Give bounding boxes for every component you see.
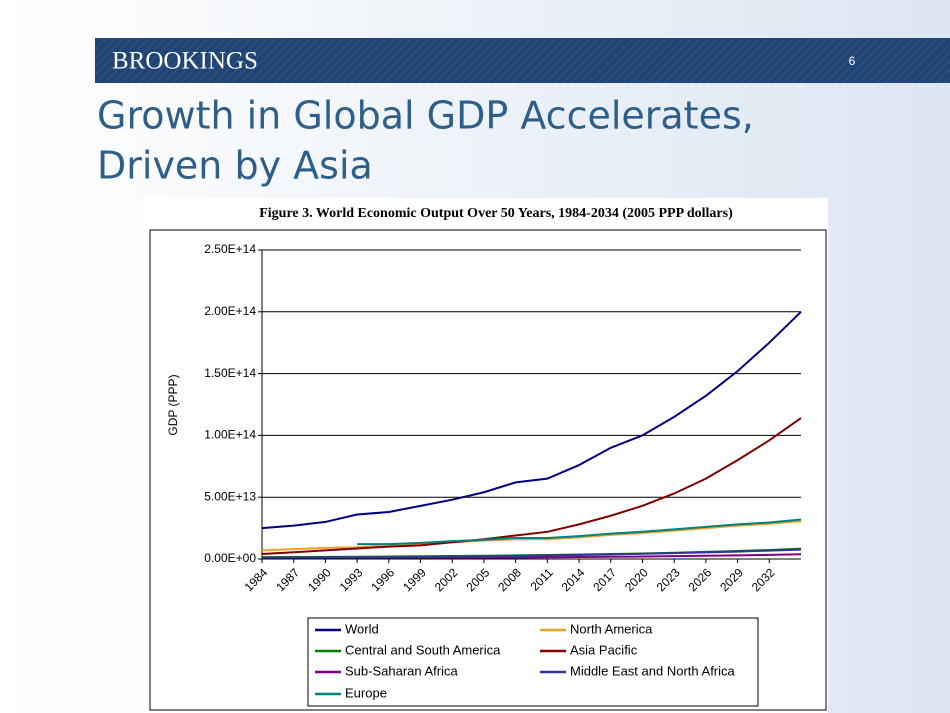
y-tick-label: 1.50E+14 [204,366,256,380]
series-line [261,548,802,559]
legend-label: Central and South America [345,642,501,657]
series-line [261,311,802,530]
banner [95,38,950,83]
y-tick-label: 0.00E+00 [204,551,256,565]
legend-label: Middle East and North Africa [570,663,736,678]
legend-label: Asia Pacific [570,642,638,657]
legend-label: North America [570,621,653,636]
y-axis-label: GDP (PPP) [166,374,180,435]
y-tick-label: 2.50E+14 [204,242,256,256]
brand: BROOKINGS [112,48,258,75]
slide-title: Driven by Asia [97,144,373,188]
slide-title: Growth in Global GDP Accelerates, [97,94,754,138]
y-tick-label: 2.00E+14 [204,304,256,318]
series-line [261,417,802,556]
y-tick-label: 5.00E+13 [204,489,256,503]
legend-label: Sub-Saharan Africa [345,663,459,678]
legend-label: World [345,621,379,636]
chart-title: Figure 3. World Economic Output Over 50 … [259,206,733,221]
series-line [357,518,802,546]
page-number: 6 [849,54,856,68]
series-line [261,520,802,552]
legend-label: Europe [345,685,387,700]
legend [307,617,759,707]
chart-frame [149,229,827,711]
y-tick-label: 1.00E+14 [204,428,256,442]
